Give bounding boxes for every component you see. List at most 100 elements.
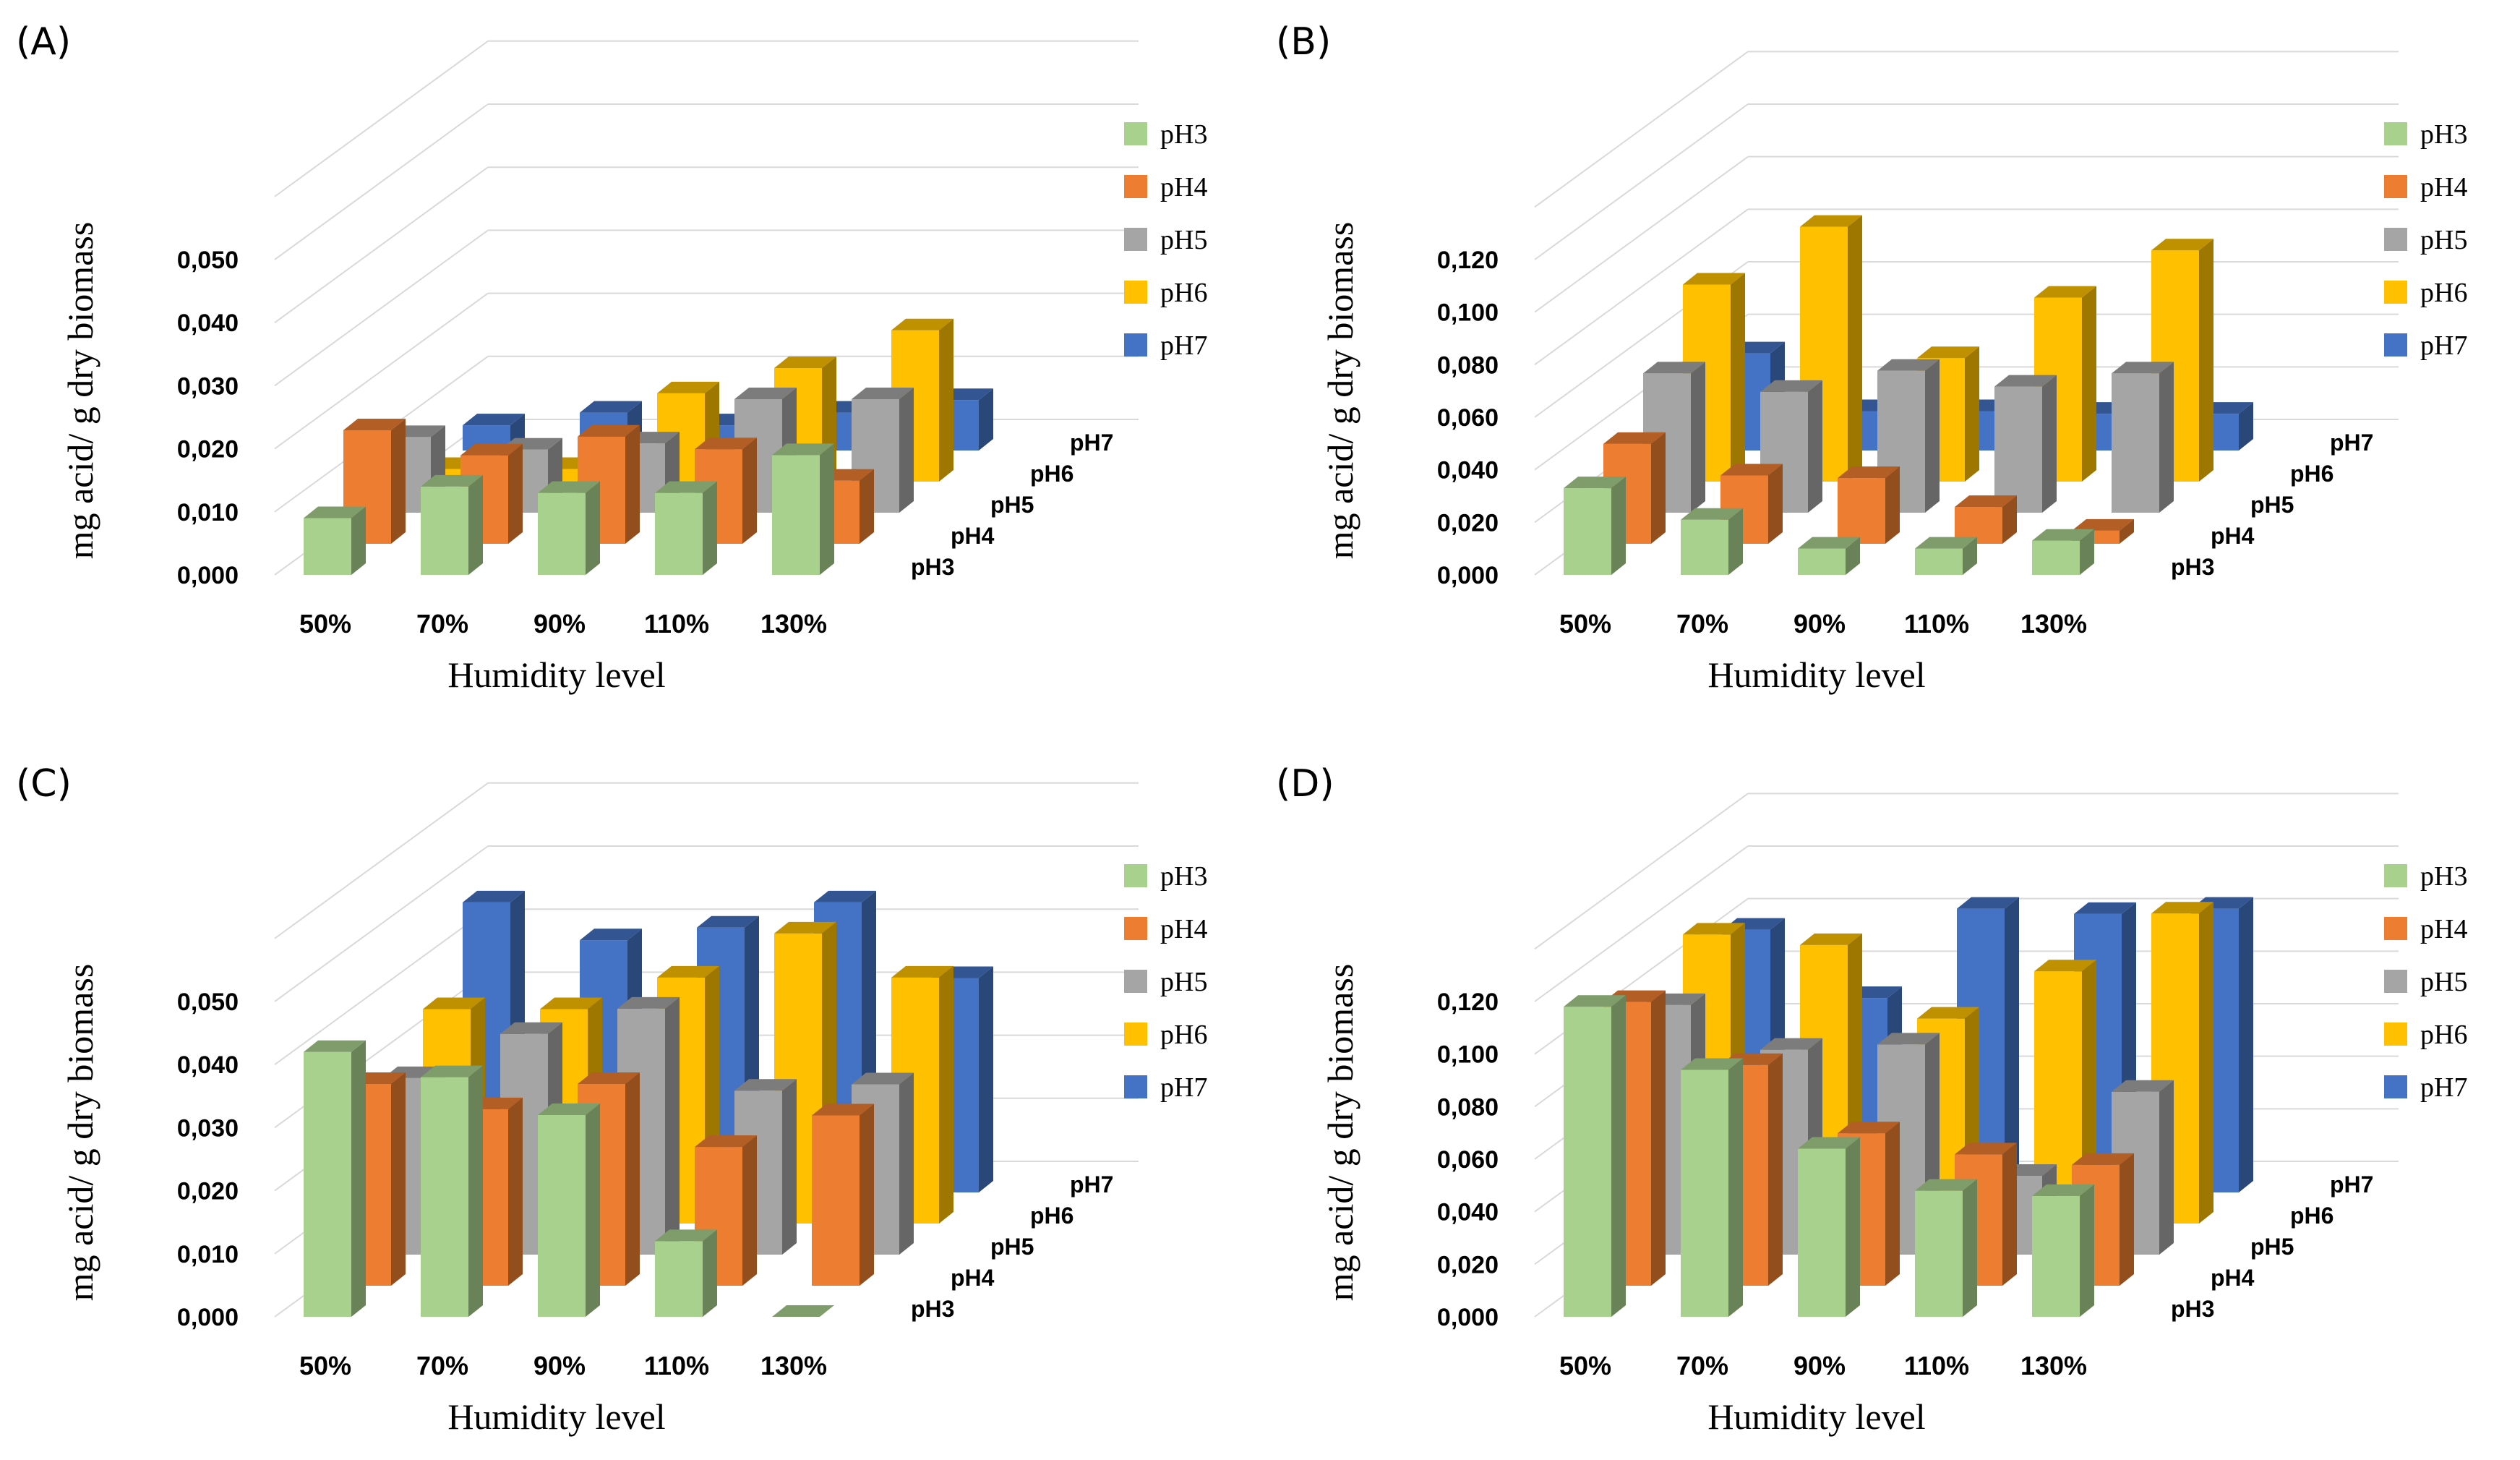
bar-pH3-50% xyxy=(1564,477,1626,575)
legend-swatch xyxy=(2384,333,2407,357)
x-tick-label: 50% xyxy=(299,609,351,639)
bar-side xyxy=(899,1072,914,1255)
bar-side xyxy=(782,1079,797,1255)
legend-label: pH7 xyxy=(2420,1072,2467,1103)
bar-pH5-70% xyxy=(1760,380,1822,513)
depth-label: pH7 xyxy=(2330,1171,2373,1198)
bar-front xyxy=(1955,507,2002,544)
y-tick-label: 0,040 xyxy=(1437,1199,1499,1226)
bar-pH5-110% xyxy=(1994,375,2057,513)
bar-pH3-90% xyxy=(1798,1137,1860,1317)
bar-pH3-50% xyxy=(304,1040,366,1317)
bar-top xyxy=(1994,375,2057,387)
gridline-depth xyxy=(274,229,489,387)
bar-side xyxy=(1731,273,1745,482)
y-tick-label: 0,030 xyxy=(177,1114,239,1142)
bar-top xyxy=(852,388,914,400)
bar-side xyxy=(1611,995,1626,1317)
bar-top xyxy=(734,388,797,400)
gridline-depth xyxy=(274,845,489,1002)
y-tick-label: 0,100 xyxy=(1437,299,1499,327)
y-tick-label: 0,100 xyxy=(1437,1041,1499,1069)
bar-top xyxy=(1917,1007,1979,1019)
bar-side xyxy=(2199,239,2213,482)
bar-front xyxy=(1915,548,1963,575)
bar-top xyxy=(460,443,523,456)
bar-top xyxy=(772,443,834,456)
x-tick-label: 130% xyxy=(2020,609,2087,639)
depth-label: pH4 xyxy=(951,1265,995,1291)
bar-pH3-130% xyxy=(772,1305,834,1317)
bar-side xyxy=(703,1229,717,1317)
bar-front xyxy=(812,1115,860,1286)
bar-side xyxy=(860,469,874,544)
x-tick-label: 110% xyxy=(644,1351,709,1380)
chart-panel-1: (B) 0,000 0,020 0,040 0,060 0,080 0,100 0,120 50… xyxy=(1276,20,2467,695)
bar-side xyxy=(939,965,953,1224)
bar-front xyxy=(1838,478,1885,544)
y-tick-label: 0,000 xyxy=(1437,1304,1499,1331)
bar-top xyxy=(304,506,366,518)
bar-top xyxy=(2032,1184,2094,1196)
bar-side xyxy=(351,1040,366,1317)
legend-swatch xyxy=(1124,1023,1147,1046)
depth-label: pH7 xyxy=(1070,430,1113,456)
bar-top xyxy=(540,997,602,1009)
gridline-depth xyxy=(274,782,489,939)
bar-top xyxy=(538,481,600,493)
bar-top xyxy=(695,1135,757,1148)
bar-side xyxy=(1611,477,1626,575)
legend-label: pH7 xyxy=(2420,330,2467,361)
bar-front xyxy=(421,1077,468,1317)
gridline-depth xyxy=(1534,208,1749,366)
bar-top xyxy=(2151,239,2213,251)
y-tick-label: 0,030 xyxy=(177,372,239,400)
gridline-depth xyxy=(274,908,489,1066)
depth-label: pH3 xyxy=(911,554,954,580)
y-tick-label: 0,120 xyxy=(1437,247,1499,274)
bar-pH4-110% xyxy=(1955,495,2017,544)
legend-label: pH4 xyxy=(2420,172,2467,202)
panel-title: (B) xyxy=(1276,20,1331,64)
y-axis-label: mg acid/ g dry biomass xyxy=(60,964,100,1302)
bar-top xyxy=(2112,1080,2174,1092)
bar-pH3-50% xyxy=(304,506,366,575)
bar-top xyxy=(463,414,525,426)
bar-top xyxy=(655,481,717,493)
y-tick-label: 0,020 xyxy=(177,436,239,464)
legend-label: pH7 xyxy=(1160,1072,1207,1103)
bar-pH4-130% xyxy=(812,1103,874,1286)
x-tick-label: 90% xyxy=(533,1351,586,1380)
y-axis-label: mg acid/ g dry biomass xyxy=(1320,222,1360,560)
bar-side xyxy=(468,474,483,575)
bar-pH4-90% xyxy=(1838,466,1900,544)
bar-pH3-70% xyxy=(1681,1058,1743,1317)
bar-front xyxy=(538,1114,586,1317)
y-tick-label: 0,000 xyxy=(1437,562,1499,589)
y-tick-label: 0,000 xyxy=(177,1304,239,1331)
bar-top xyxy=(421,1065,483,1077)
chart-panel-2: (C) 0,000 0,010 0,020 0,030 0,040 0,050 50% 70% 9… xyxy=(16,762,1207,1437)
bar-side xyxy=(625,424,640,544)
bar-top xyxy=(343,419,406,431)
bar-side xyxy=(860,1103,874,1286)
bar-front xyxy=(1798,548,1846,575)
bar-side xyxy=(2159,1080,2174,1255)
bar-side xyxy=(391,419,406,544)
chart-panel-0: (A) 0,000 0,010 0,020 0,030 0,040 0,050 50% 70% 9… xyxy=(16,20,1207,695)
panel-title: (D) xyxy=(1276,762,1334,806)
legend-label: pH6 xyxy=(1160,278,1207,308)
bar-top xyxy=(812,1103,874,1116)
x-tick-label: 50% xyxy=(299,1351,351,1380)
depth-label: pH3 xyxy=(2171,1296,2214,1322)
bar-top xyxy=(1720,464,1783,476)
legend-label: pH6 xyxy=(1160,1020,1207,1050)
bar-top xyxy=(814,890,876,902)
bar-top xyxy=(1564,995,1626,1007)
bar-pH3-130% xyxy=(2032,529,2094,575)
x-tick-label: 70% xyxy=(416,1351,468,1380)
y-axis-label: mg acid/ g dry biomass xyxy=(1320,964,1360,1302)
legend-label: pH5 xyxy=(1160,225,1207,255)
depth-label: pH6 xyxy=(1030,1203,1073,1229)
bar-front xyxy=(1798,1148,1846,1317)
